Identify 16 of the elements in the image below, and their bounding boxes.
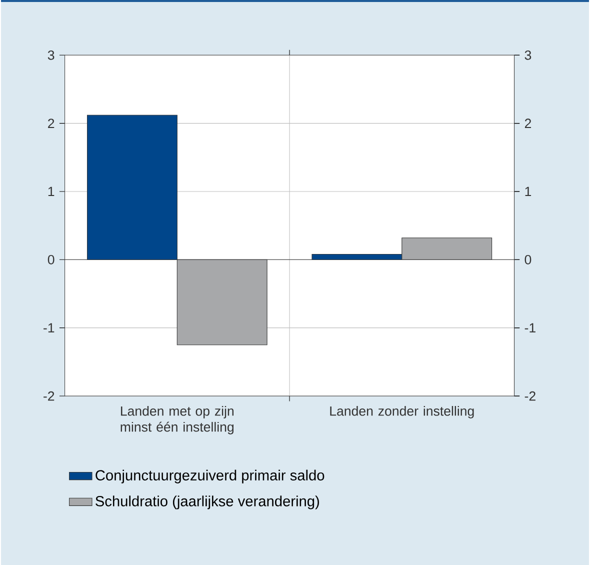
y-tick-label: -1 (524, 323, 536, 332)
y2-tick-label: 0 (48, 254, 54, 264)
y-tick-label: 0 (524, 254, 532, 264)
y-tick-label: 2 (524, 118, 532, 128)
y2-tick-label: 3 (48, 50, 54, 60)
y2-tick-label: 1 (48, 186, 54, 196)
legend-label: Schuldratio (jaarlijkse verandering) (96, 496, 319, 510)
y-tick-label: 1 (525, 186, 532, 196)
legend-label: Conjunctuurgezuiverd primair saldo (96, 470, 324, 484)
y-tick-label: 3 (524, 50, 532, 60)
y-tick-label: -2 (524, 391, 536, 401)
x-tick-label: Landen zonder instelling (330, 406, 474, 418)
y2-tick-label: -2 (44, 391, 54, 401)
y2-tick-label: 2 (48, 118, 54, 128)
y2-tick-label: -1 (44, 323, 54, 332)
x-tick-label: Landen met op zijn minst één instelling (120, 406, 234, 434)
